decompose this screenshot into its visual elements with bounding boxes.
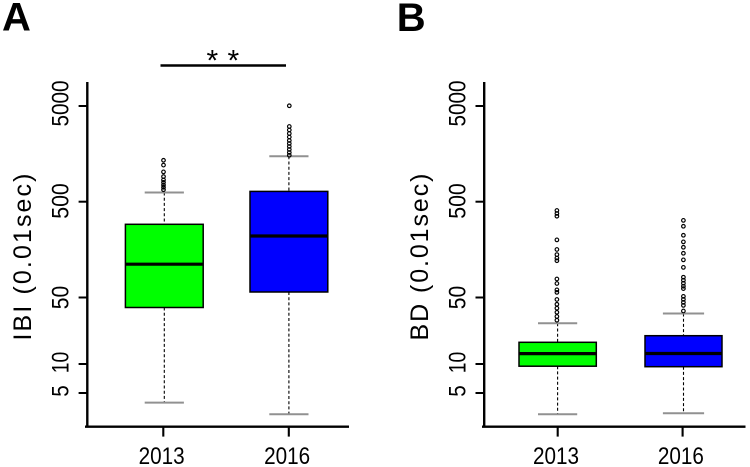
svg-text:10: 10 bbox=[445, 352, 472, 374]
svg-text:50: 50 bbox=[48, 286, 75, 310]
svg-text:2013: 2013 bbox=[139, 443, 185, 467]
svg-text:500: 500 bbox=[48, 183, 75, 219]
svg-text:IBI (0.01sec): IBI (0.01sec) bbox=[9, 174, 37, 341]
svg-text:BD (0.01sec): BD (0.01sec) bbox=[406, 174, 434, 341]
svg-text:5: 5 bbox=[445, 385, 472, 397]
svg-text:5: 5 bbox=[48, 385, 75, 397]
svg-text:B: B bbox=[397, 0, 426, 40]
svg-text:2013: 2013 bbox=[533, 443, 579, 467]
svg-text:50: 50 bbox=[445, 286, 472, 310]
svg-text:A: A bbox=[2, 0, 31, 40]
svg-text:*: * bbox=[207, 45, 219, 78]
svg-text:5000: 5000 bbox=[445, 81, 472, 127]
svg-text:*: * bbox=[228, 45, 240, 78]
svg-text:5000: 5000 bbox=[48, 81, 75, 127]
svg-text:500: 500 bbox=[445, 183, 472, 219]
svg-text:10: 10 bbox=[48, 352, 75, 374]
svg-text:2016: 2016 bbox=[658, 443, 704, 467]
svg-text:2016: 2016 bbox=[264, 443, 310, 467]
